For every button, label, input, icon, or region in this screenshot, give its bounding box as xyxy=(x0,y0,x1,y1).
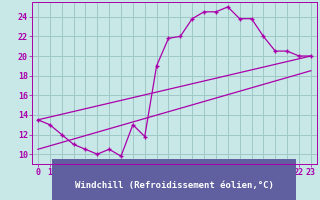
X-axis label: Windchill (Refroidissement éolien,°C): Windchill (Refroidissement éolien,°C) xyxy=(75,181,274,190)
